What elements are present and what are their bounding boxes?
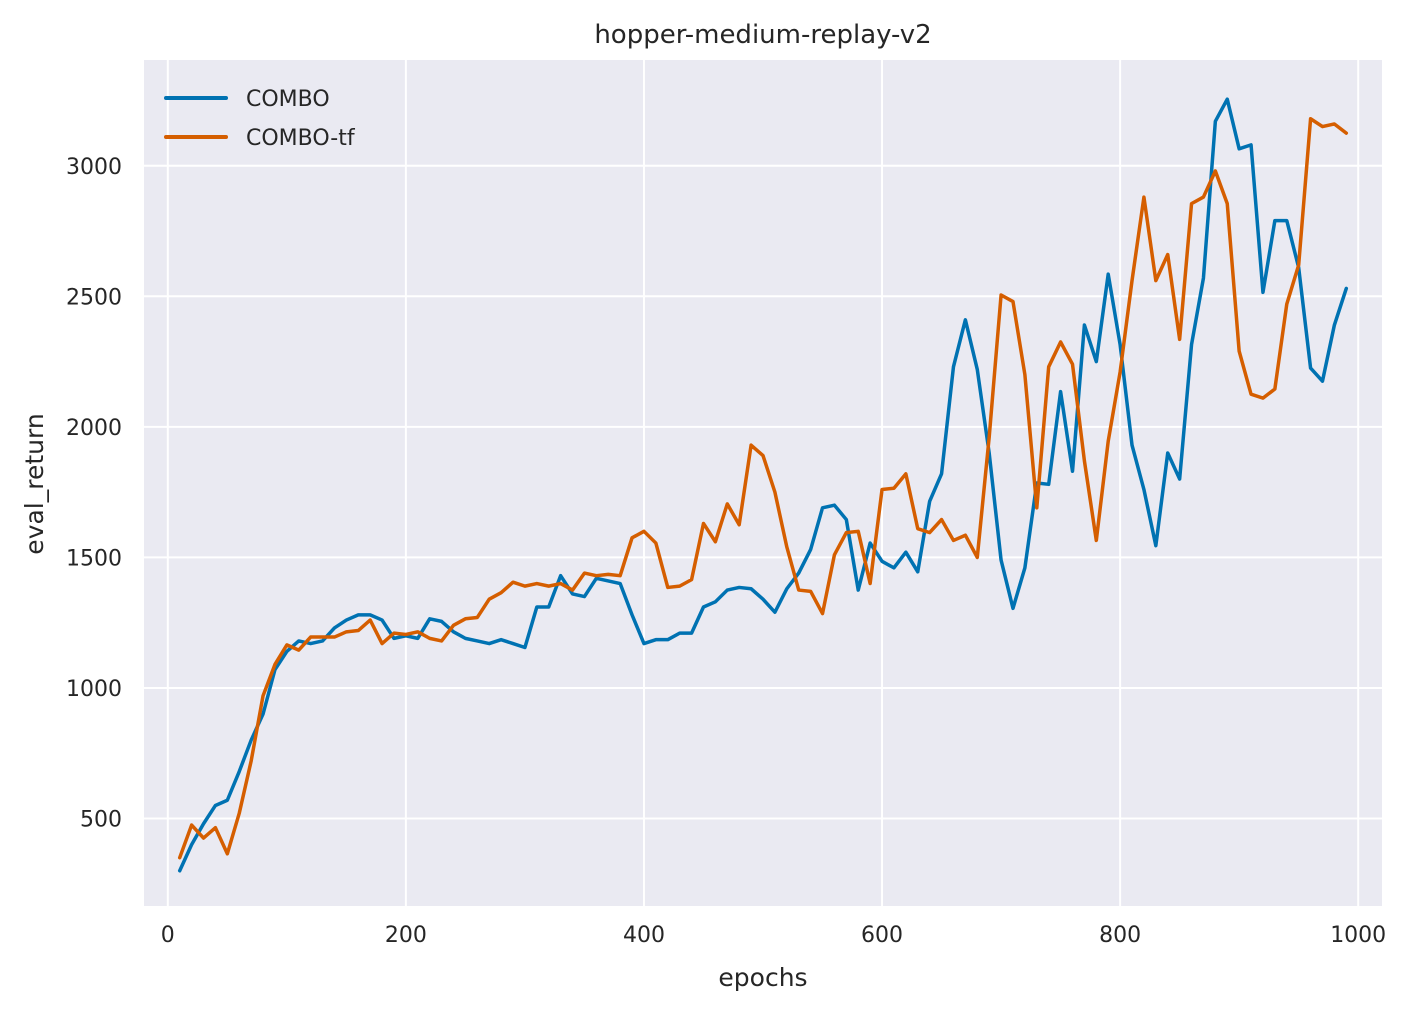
- y-tick-label: 1500: [66, 546, 122, 571]
- legend: COMBO COMBO-tf: [164, 87, 356, 151]
- tick-labels: 0 200 400 600 800 1000 500 1000 1500 2000 2500 3000: [66, 155, 1386, 948]
- x-tick-label: 200: [385, 923, 427, 948]
- y-tick-label: 500: [80, 808, 122, 833]
- grid-lines: [144, 60, 1382, 906]
- x-tick-label: 600: [861, 923, 903, 948]
- y-tick-label: 2000: [66, 416, 122, 441]
- series-line-combo: [177, 97, 1349, 873]
- x-tick-label: 1000: [1330, 923, 1386, 948]
- y-axis-label: eval_return: [20, 413, 49, 554]
- series-group: [177, 97, 1349, 873]
- x-axis-label: epochs: [718, 963, 807, 992]
- y-tick-label: 3000: [66, 155, 122, 180]
- legend-label-combo-tf: COMBO-tf: [246, 126, 356, 151]
- legend-label-combo: COMBO: [246, 87, 330, 112]
- y-tick-label: 1000: [66, 677, 122, 702]
- x-tick-label: 800: [1099, 923, 1141, 948]
- series-line-combo-tf: [177, 117, 1349, 860]
- chart-title: hopper-medium-replay-v2: [594, 20, 931, 50]
- x-tick-label: 0: [161, 923, 175, 948]
- y-tick-label: 2500: [66, 285, 122, 310]
- x-tick-label: 400: [623, 923, 665, 948]
- plot-area: [144, 60, 1382, 906]
